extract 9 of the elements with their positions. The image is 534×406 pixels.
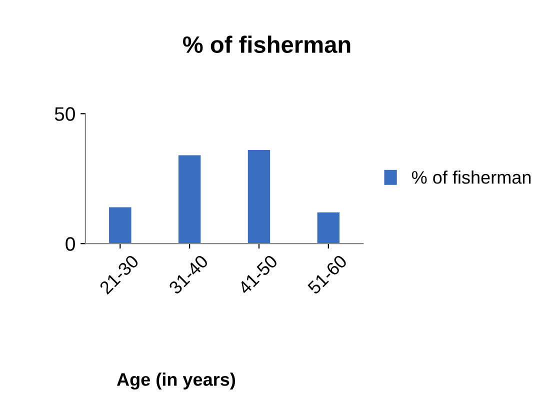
y-tick-label: 50 — [54, 107, 75, 121]
legend-label: % of fisherman — [412, 170, 531, 184]
chart-title: % of fisherman — [182, 36, 350, 54]
bar — [248, 150, 270, 244]
bar — [317, 212, 340, 244]
x-axis-title: Age (in years) — [116, 372, 236, 390]
bar — [178, 155, 201, 244]
y-tick-label: 0 — [66, 237, 75, 251]
bar — [109, 207, 132, 244]
